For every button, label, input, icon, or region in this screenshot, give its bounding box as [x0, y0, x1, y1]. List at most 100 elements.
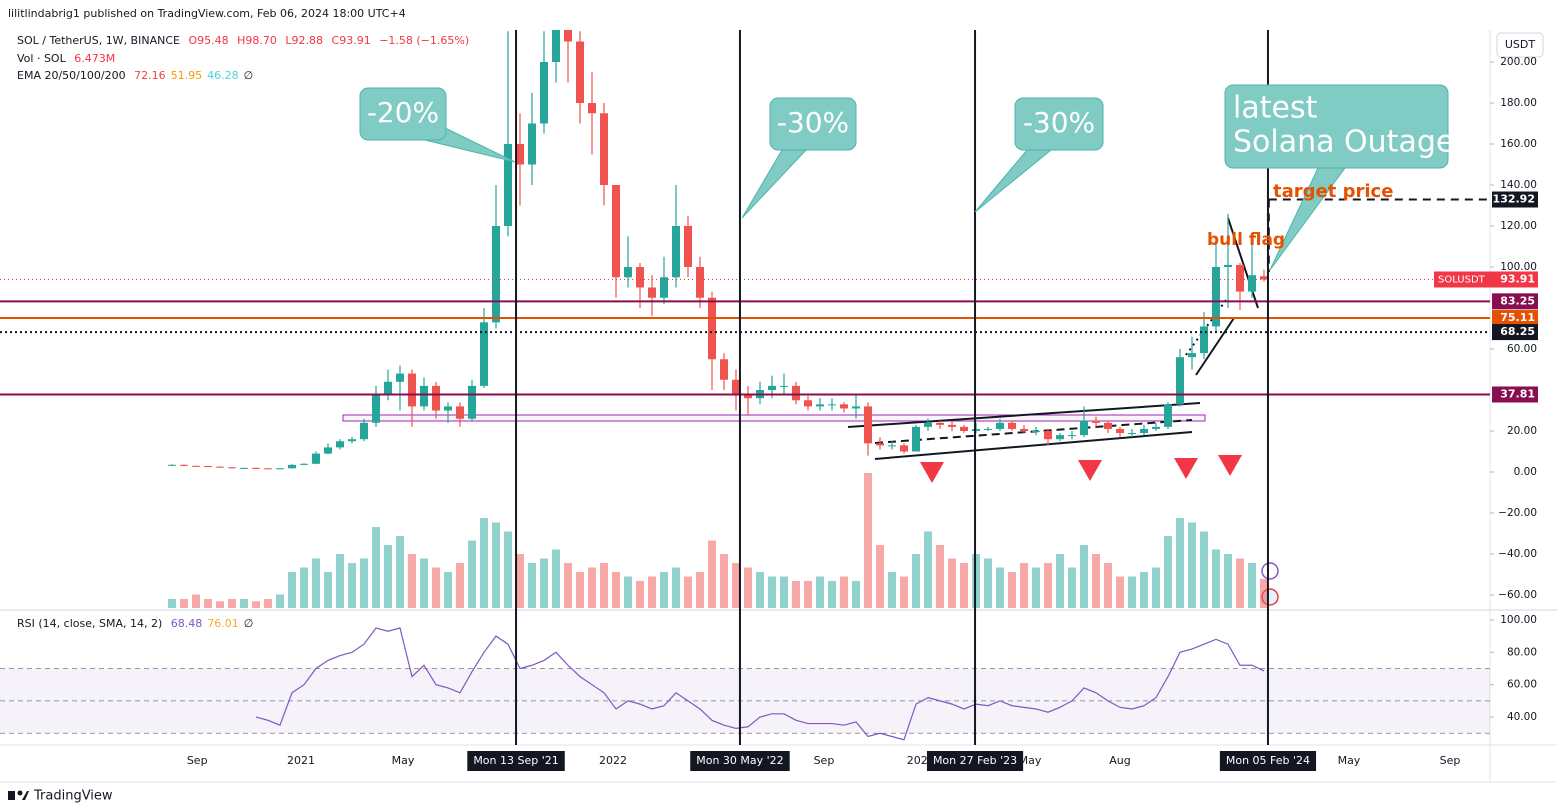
volume-bar: [371, 527, 380, 608]
candle-body: [731, 379, 740, 395]
candle-body: [1044, 431, 1053, 440]
volume-bar: [539, 558, 548, 608]
candle-body: [840, 404, 849, 409]
volume-bar: [167, 599, 176, 608]
volume-bar: [503, 531, 512, 608]
y-tick-label: −60.00: [1498, 589, 1537, 601]
down-arrow: [1174, 458, 1198, 479]
volume-bar: [263, 599, 272, 608]
volume-bar: [299, 567, 308, 608]
candle-body: [479, 322, 488, 386]
volume-bar: [1080, 545, 1089, 608]
candle-body: [647, 287, 656, 298]
candle-body: [912, 426, 921, 452]
candle-body: [179, 464, 188, 466]
volume-bar: [864, 473, 873, 608]
drawings: [342, 217, 1259, 460]
volume-bar: [828, 581, 837, 608]
currency[interactable]: USDT: [1505, 38, 1536, 51]
volume-bar: [780, 576, 789, 608]
candle-body: [1188, 353, 1197, 358]
volume-bar: [731, 563, 740, 608]
candle-body: [792, 385, 801, 401]
symbol-title: SOL / TetherUS, 1W, BINANCE: [17, 34, 180, 47]
last-price-symbol: SOLUSDT: [1438, 274, 1486, 285]
x-marker-box: [467, 751, 565, 771]
chart-label: target price: [1273, 181, 1393, 202]
candle-body: [960, 426, 969, 432]
candle-body: [167, 464, 176, 466]
x-marker-label: Mon 27 Feb '23: [933, 754, 1017, 767]
candle-body: [539, 62, 548, 124]
volume-bar: [912, 554, 921, 608]
rsi-tick-label: 100.00: [1500, 614, 1537, 626]
x-tick-label: 2022: [599, 754, 627, 767]
volume-bar: [960, 563, 969, 608]
down-arrow: [920, 462, 944, 483]
volume-bar: [479, 518, 488, 608]
event-icon[interactable]: [1261, 562, 1279, 580]
volume-bar: [1224, 554, 1233, 608]
volume-legend: Vol · SOL 6.473M: [17, 52, 120, 65]
candle-body: [695, 267, 704, 298]
candle-body: [515, 144, 524, 165]
x-marker-box: [1219, 751, 1317, 771]
candle-body: [563, 30, 572, 42]
candle-body: [323, 447, 332, 454]
volume-bar: [1260, 578, 1269, 608]
ema-legend: EMA 20/50/100/200 72.16 51.95 46.28 ∅: [17, 69, 258, 82]
volume-bar: [515, 554, 524, 608]
candle-body: [503, 144, 512, 227]
callout-text: Solana Outage: [1233, 125, 1454, 160]
candle-body: [1080, 420, 1089, 436]
flag-pole: [1195, 317, 1235, 376]
volume-bar: [491, 522, 500, 608]
volume-bar: [1056, 554, 1065, 608]
candle-body: [371, 394, 380, 423]
candle-body: [948, 424, 957, 427]
y-tick-label: 200.00: [1500, 56, 1537, 68]
candle-body: [1116, 428, 1125, 434]
down-arrow: [1218, 455, 1242, 476]
volume-bar: [1044, 563, 1053, 608]
volume-bar: [587, 567, 596, 608]
level-tag: [1492, 324, 1538, 341]
volume-bar: [623, 576, 632, 608]
volume-bar: [876, 545, 885, 608]
candle-body: [407, 373, 416, 407]
volume-bar: [395, 536, 404, 608]
y-tick-label: 20.00: [1507, 425, 1537, 437]
currency-button[interactable]: [1496, 32, 1544, 58]
candle-body: [551, 30, 560, 63]
candle-body: [659, 277, 668, 298]
volume-bar: [1008, 572, 1017, 608]
candle-body: [635, 267, 644, 288]
volume-label: Vol · SOL: [17, 52, 66, 65]
rsi-value: 68.48: [170, 617, 203, 630]
published-line: lilitlindabrig1 published on TradingView…: [8, 7, 406, 20]
callout-text: -30%: [1023, 106, 1095, 139]
volume-bar: [1032, 567, 1041, 608]
candle-body: [804, 400, 813, 407]
candle-body: [1140, 428, 1149, 434]
footer-brand: TradingView: [33, 789, 113, 804]
volume-bar: [1212, 549, 1221, 608]
candle-body: [263, 468, 272, 470]
candle-body: [852, 406, 861, 409]
level-label: 132.92: [1493, 193, 1535, 206]
candle-body: [335, 441, 344, 448]
rsi-tick-label: 80.00: [1507, 646, 1537, 658]
candle-body: [395, 373, 404, 382]
volume-bar: [683, 576, 692, 608]
volume-bar: [575, 572, 584, 608]
level-tag: [1492, 386, 1538, 403]
candle-body: [1248, 275, 1257, 292]
level-tag: [1492, 191, 1538, 208]
y-tick-label: 120.00: [1500, 220, 1537, 232]
candle-body: [780, 385, 789, 387]
candle-body: [744, 394, 752, 399]
symbol-legend: SOL / TetherUS, 1W, BINANCE O95.48 H98.7…: [17, 34, 474, 47]
ema-value: 51.95: [170, 69, 203, 82]
rsi-legend: RSI (14, close, SMA, 14, 2) 68.48 76.01 ∅: [17, 617, 258, 630]
volume-bar: [707, 540, 716, 608]
